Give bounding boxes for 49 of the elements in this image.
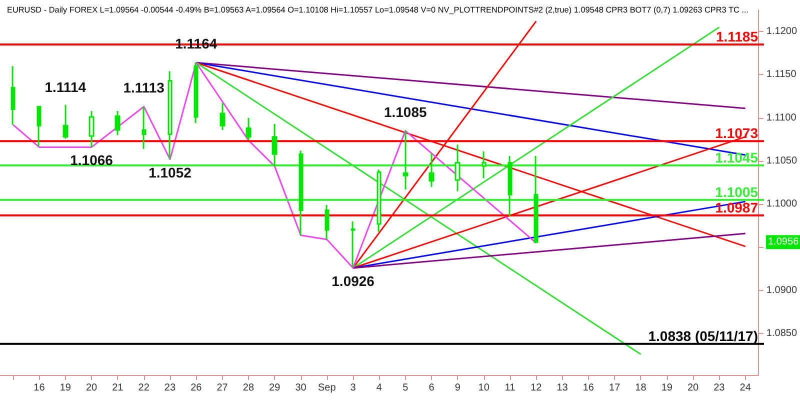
ref-line-label: 1.0838 (05/11/17)	[648, 328, 758, 344]
x-tick-label: 20	[86, 382, 98, 394]
x-tick-label: 29	[269, 382, 281, 394]
x-tick-label: 28	[242, 382, 254, 394]
x-tick-label: 3	[350, 382, 356, 394]
x-tick-label: 26	[190, 382, 202, 394]
x-tick-label: 30	[295, 382, 307, 394]
x-tick-label: 20	[687, 382, 700, 394]
x-tick-label: 23	[714, 382, 726, 394]
x-tick-label: 17	[609, 382, 621, 394]
x-tick-label: 19	[60, 382, 72, 394]
annotation: 1.1066	[70, 152, 114, 168]
x-tick-label: 18	[635, 382, 647, 394]
x-tick-label: 19	[661, 382, 673, 394]
x-tick-label: 12	[530, 382, 542, 394]
annotation: 1.0926	[332, 273, 375, 289]
x-tick-label: 5	[402, 382, 409, 394]
x-tick-label: 21	[112, 382, 124, 394]
ref-line-label: 1.0987	[715, 199, 758, 216]
x-tick-label: 4	[376, 382, 382, 394]
annotation: 1.1052	[148, 164, 192, 180]
x-tick-label: 11	[504, 382, 516, 394]
y-tick-label: 1.0900	[766, 284, 798, 296]
x-tick-label: 23	[164, 382, 176, 394]
y-tick-label: 1.1050	[766, 156, 798, 167]
x-tick-label: 9	[454, 382, 461, 394]
ref-line-label: 1.1073	[715, 125, 758, 142]
y-tick-label: 1.1200	[766, 26, 798, 38]
x-tick-label: 24	[740, 382, 752, 394]
ref-line-label: 1.1005	[715, 184, 758, 200]
y-tick-label: 1.1000	[766, 198, 798, 210]
x-tick-label: 6	[428, 382, 435, 394]
x-tick-label: 13	[556, 382, 568, 394]
ref-line-label: 1.1185	[716, 28, 758, 45]
x-tick-label: 10	[478, 382, 490, 394]
text: 1.0956	[768, 236, 800, 248]
annotation: 1.1113	[123, 80, 165, 96]
x-tick-label: 16	[582, 382, 594, 394]
y-tick-label: 1.0850	[766, 328, 798, 340]
chart-title: EURUSD - Daily FOREX L=1.09564 -0.00544 -0.49% B=1.09563 A=1.09564 O=1.10108 Hi=1.10557 Lo=1.09548 V=0 NV_PLOTTRENDPOINTS#2 (2,true) 1.09548 CPR3 BOT7 (0,7) 1.09263 CPR3 TC ...	[7, 6, 748, 14]
y-tick-label: 1.1100	[766, 112, 797, 124]
ref-line-label: 1.1045	[715, 149, 758, 166]
x-tick-label: Sep	[318, 382, 336, 394]
x-tick-label: 16	[34, 382, 46, 394]
annotation: 1.1085	[384, 104, 427, 120]
x-tick-label: 22	[138, 382, 150, 394]
y-tick-label: 1.1150	[766, 69, 797, 80]
x-tick-label: 27	[216, 382, 228, 394]
annotation: 1.1114	[44, 78, 86, 95]
